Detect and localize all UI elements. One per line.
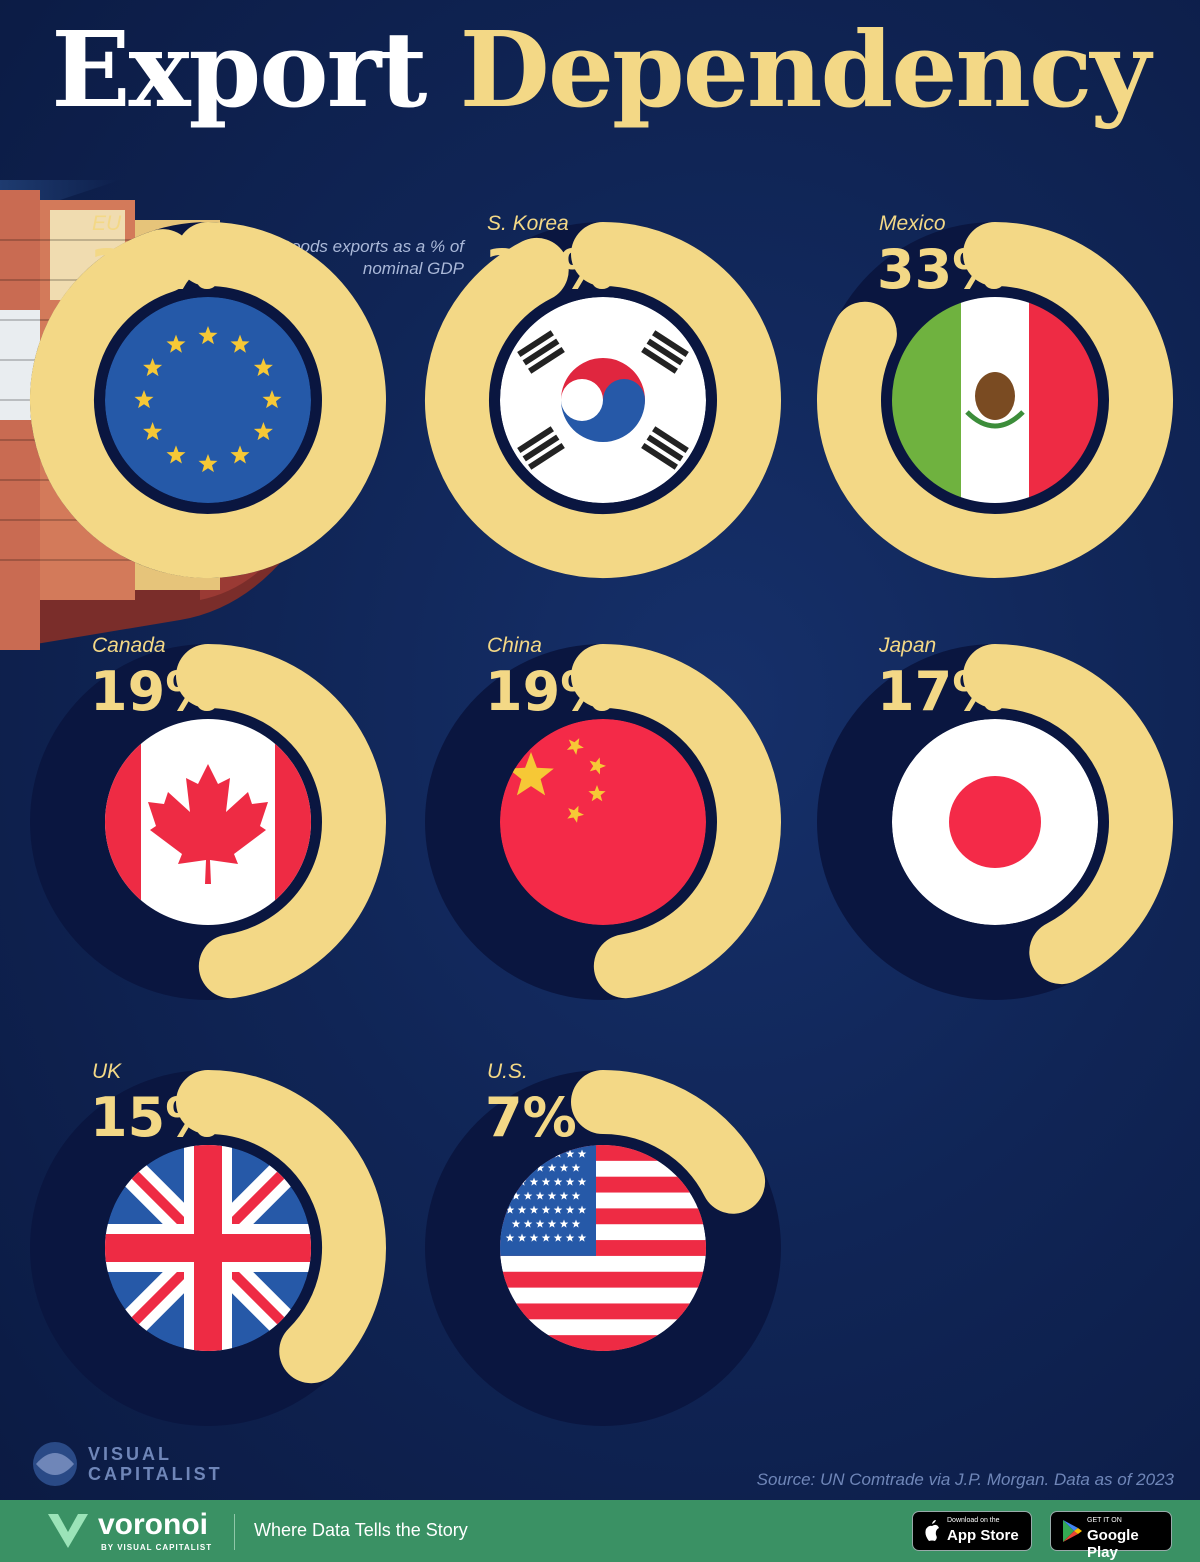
- category-label: China: [487, 634, 542, 657]
- category-label: Mexico: [879, 212, 946, 235]
- chart-item-mexico: Mexico 33%: [817, 212, 1173, 578]
- value-label: 19%: [485, 660, 614, 723]
- value-arc: [571, 1070, 766, 1214]
- chart-item-canada: Canada 19%: [30, 634, 386, 1000]
- category-label: Japan: [878, 634, 936, 657]
- category-label: Canada: [92, 634, 166, 657]
- google-play-small: GET IT ON: [1087, 1517, 1122, 1524]
- chart-item-china: China 19%: [425, 634, 781, 1000]
- mexico-flag-icon: [892, 297, 1098, 503]
- value-arc: [176, 1070, 386, 1384]
- voronoi-logo-icon: [48, 1514, 88, 1548]
- value-arc: [425, 222, 781, 578]
- footer-tagline: Where Data Tells the Story: [254, 1520, 468, 1540]
- category-label: S. Korea: [487, 212, 569, 235]
- value-label: 33%: [877, 238, 1006, 301]
- visual-capitalist-logo: [33, 1442, 77, 1486]
- canada-flag-icon: [105, 719, 311, 925]
- google-play-button[interactable]: GET IT ON Google Play: [1050, 1511, 1172, 1561]
- chart-item-uk: UK 15%: [30, 1060, 386, 1426]
- value-arc: [30, 222, 386, 578]
- chart-item-japan: Japan 17%: [817, 634, 1173, 1000]
- category-label: UK: [92, 1060, 122, 1083]
- category-label: EU: [92, 212, 122, 235]
- footer-divider: [234, 1514, 235, 1550]
- value-label: 19%: [90, 660, 219, 723]
- source-note: Source: UN Comtrade via J.P. Morgan. Dat…: [756, 1470, 1174, 1489]
- south-korea-flag-icon: [500, 297, 706, 503]
- chart-subtitle: Goods exports as a % of nominal GDP: [277, 237, 464, 279]
- value-label: 37%: [485, 238, 614, 301]
- voronoi-byline: BY VISUAL CAPITALIST: [101, 1543, 213, 1552]
- value-arc: [176, 644, 386, 999]
- apple-icon: [925, 1520, 939, 1541]
- china-flag-icon: [500, 719, 706, 925]
- app-store-label: App Store: [947, 1527, 1019, 1544]
- visual-capitalist-wordmark: VISUAL CAPITALIST: [88, 1444, 223, 1485]
- infographic-title: Export Dependency: [0, 18, 1200, 122]
- value-arc: [817, 222, 1173, 578]
- google-play-icon: [1063, 1520, 1082, 1542]
- us-flag-icon: [500, 1145, 706, 1351]
- footer-bar: voronoi BY VISUAL CAPITALIST Where Data …: [0, 1500, 1200, 1562]
- app-store-button[interactable]: Download on the App Store: [912, 1511, 1032, 1551]
- app-store-small: Download on the: [947, 1517, 1000, 1524]
- value-label: 7%: [485, 1086, 577, 1149]
- voronoi-wordmark: voronoi: [98, 1508, 208, 1541]
- japan-flag-icon: [892, 719, 1098, 925]
- chart-item-u-s: U.S. 7%: [425, 1060, 781, 1426]
- category-label: U.S.: [487, 1060, 528, 1083]
- value-label: 38%: [90, 238, 219, 301]
- google-play-label: Google Play: [1087, 1527, 1139, 1561]
- chart-item-eu: EU 38%: [30, 212, 386, 578]
- title-word-dependency: Dependency: [459, 8, 1151, 131]
- vc-line1: VISUAL: [88, 1444, 173, 1464]
- value-label: 17%: [877, 660, 1006, 723]
- title-word-export: Export: [51, 8, 427, 131]
- chart-item-s-korea: S. Korea 37%: [425, 212, 781, 578]
- value-arc: [571, 644, 781, 999]
- value-arc: [963, 644, 1173, 985]
- eu-flag-icon: [105, 297, 311, 503]
- vc-line2: CAPITALIST: [88, 1463, 223, 1484]
- value-label: 15%: [90, 1086, 219, 1149]
- uk-flag-icon: [105, 1145, 311, 1351]
